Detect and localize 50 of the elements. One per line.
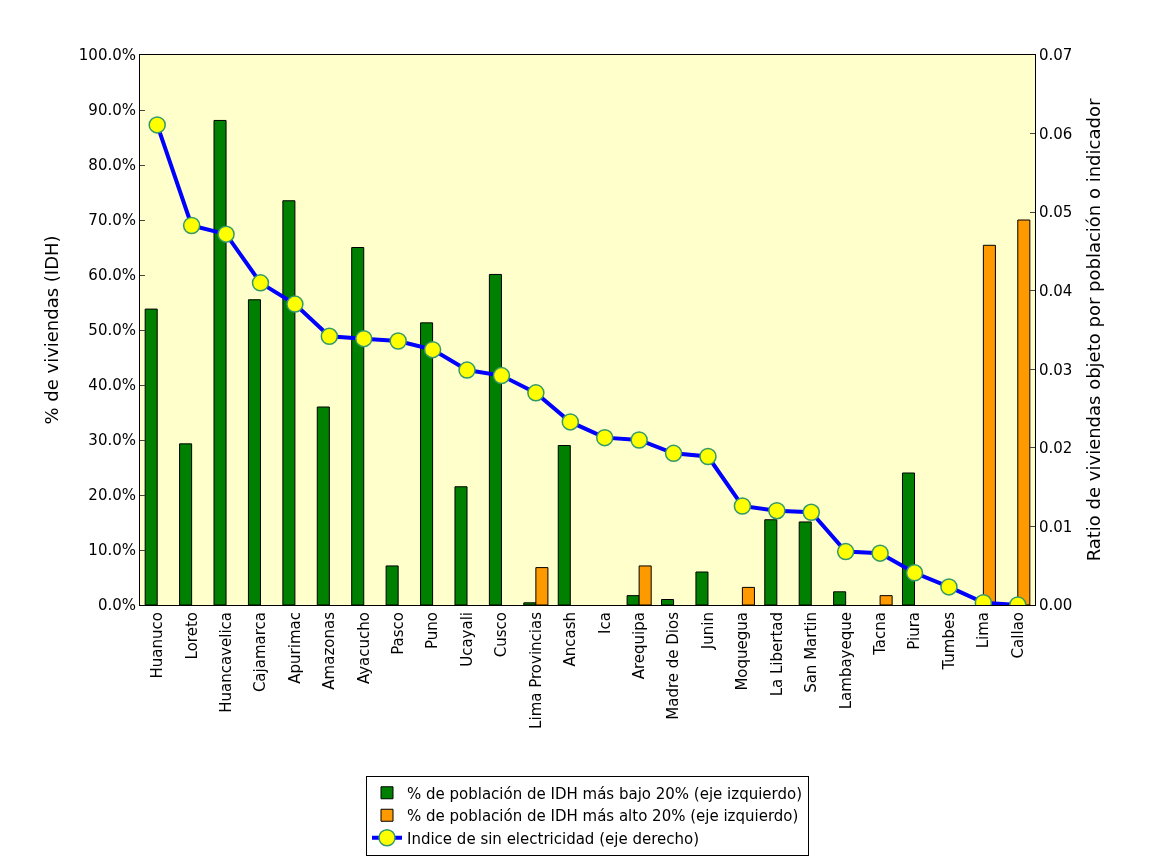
x-tick-label: Ancash xyxy=(561,612,580,667)
y-tick-label: 60.0% xyxy=(88,266,136,285)
x-tick-label: Cajamarca xyxy=(251,612,270,693)
x-tick-label: Amazonas xyxy=(320,611,339,690)
legend-label: % de población de IDH más bajo 20% (eje izquierdo) xyxy=(407,784,803,803)
x-tick-label: Puno xyxy=(423,612,442,649)
x-tick-label: Callao xyxy=(1008,612,1027,659)
y2-tick-label: 0.02 xyxy=(1039,439,1073,458)
x-tick-label: Lambayeque xyxy=(836,612,855,710)
y2-tick-label: 0.04 xyxy=(1039,281,1073,300)
x-tick-label: Huanuco xyxy=(148,612,167,679)
x-tick-label: Pasco xyxy=(389,612,408,655)
y-tick-label: 100.0% xyxy=(78,46,136,65)
x-tick-label: Arequipa xyxy=(630,612,649,680)
y-tick-label: 30.0% xyxy=(88,431,136,450)
x-tick-label: Loreto xyxy=(182,612,201,660)
x-tick-label: La Libertad xyxy=(767,612,786,697)
legend-label: Indice de sin electricidad (eje derecho) xyxy=(407,829,699,848)
y2-tick-label: 0.06 xyxy=(1039,124,1073,143)
y2-tick-label: 0.00 xyxy=(1039,596,1073,615)
x-tick-label: Huancavelica xyxy=(216,612,235,713)
x-tick-label: San Martin xyxy=(802,612,821,693)
y2-axis-title: Ratio de viviendas objeto por población o indicador xyxy=(1082,98,1104,562)
x-tick-label: Apurimac xyxy=(285,612,304,684)
legend-label: % de población de IDH más alto 20% (eje izquierdo) xyxy=(407,807,799,826)
x-tick-label: Moquegua xyxy=(733,612,752,691)
y-tick-label: 0.0% xyxy=(97,596,136,615)
y-tick-label: 40.0% xyxy=(88,376,136,395)
x-tick-label: Madre de Dios xyxy=(664,611,683,720)
y2-tick-label: 0.05 xyxy=(1039,203,1073,222)
x-tick-label: Cusco xyxy=(492,612,511,658)
x-tick-label: Ica xyxy=(595,612,614,634)
y-tick-label: 50.0% xyxy=(88,321,136,340)
y-tick-label: 70.0% xyxy=(88,211,136,230)
y-axis-title: % de viviendas (IDH) xyxy=(41,235,62,425)
y-tick-label: 20.0% xyxy=(88,486,136,505)
x-tick-label: Ayacucho xyxy=(354,612,373,684)
x-tick-label: Lima Provincias xyxy=(526,611,545,729)
y-tick-label: 10.0% xyxy=(88,541,136,560)
x-tick-label: Piura xyxy=(905,612,924,650)
y2-tick-label: 0.01 xyxy=(1039,517,1073,536)
x-tick-label: Tumbes xyxy=(939,611,958,671)
y2-tick-label: 0.07 xyxy=(1039,46,1073,65)
x-tick-label: Tacna xyxy=(870,612,889,656)
x-tick-label: Lima xyxy=(974,612,993,649)
y-tick-label: 90.0% xyxy=(88,101,136,120)
x-tick-label: Junin xyxy=(698,612,717,651)
y-tick-label: 80.0% xyxy=(88,156,136,175)
y2-tick-label: 0.03 xyxy=(1039,360,1073,379)
x-tick-label: Ucayali xyxy=(457,612,476,667)
